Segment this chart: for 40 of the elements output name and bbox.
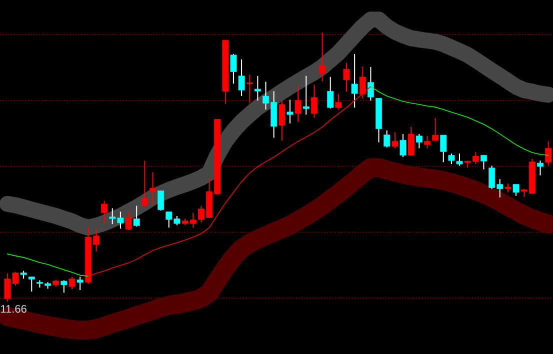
candlestick	[286, 99, 294, 124]
candlestick	[302, 75, 310, 116]
candlestick	[400, 133, 406, 158]
candlestick	[432, 118, 439, 141]
candlestick	[28, 276, 35, 292]
candlestick	[351, 54, 358, 108]
candlestick	[101, 200, 108, 225]
candlestick	[440, 134, 447, 163]
candlestick	[254, 75, 261, 102]
candlestick	[424, 135, 430, 149]
candlestick	[246, 74, 253, 104]
candlestick	[537, 160, 544, 176]
candlestick	[392, 132, 398, 149]
candlestick	[150, 172, 156, 206]
candlestick	[310, 84, 318, 118]
candlestick	[125, 211, 132, 230]
candlestick	[408, 126, 414, 157]
candlestick	[343, 62, 350, 92]
candlestick	[141, 160, 148, 207]
candlestick	[416, 133, 422, 149]
candlestick	[60, 280, 68, 294]
candlestick	[545, 140, 552, 166]
candlestick	[294, 86, 302, 122]
candlestick	[319, 32, 326, 82]
candlestick	[68, 276, 76, 290]
candlestick	[133, 205, 140, 227]
candlestick	[238, 58, 245, 97]
candlestick	[456, 153, 463, 166]
candlestick	[512, 184, 520, 196]
candlestick	[335, 94, 342, 110]
candlestick	[384, 130, 390, 148]
candlestick	[480, 154, 487, 170]
candlestick	[230, 54, 237, 84]
candlestick	[278, 100, 286, 141]
candlestick	[327, 76, 334, 109]
candlestick	[448, 153, 455, 165]
candlestick	[367, 66, 374, 102]
candlestick	[76, 276, 84, 290]
annotation: 11.66	[1, 304, 26, 313]
candlestick	[158, 190, 164, 212]
